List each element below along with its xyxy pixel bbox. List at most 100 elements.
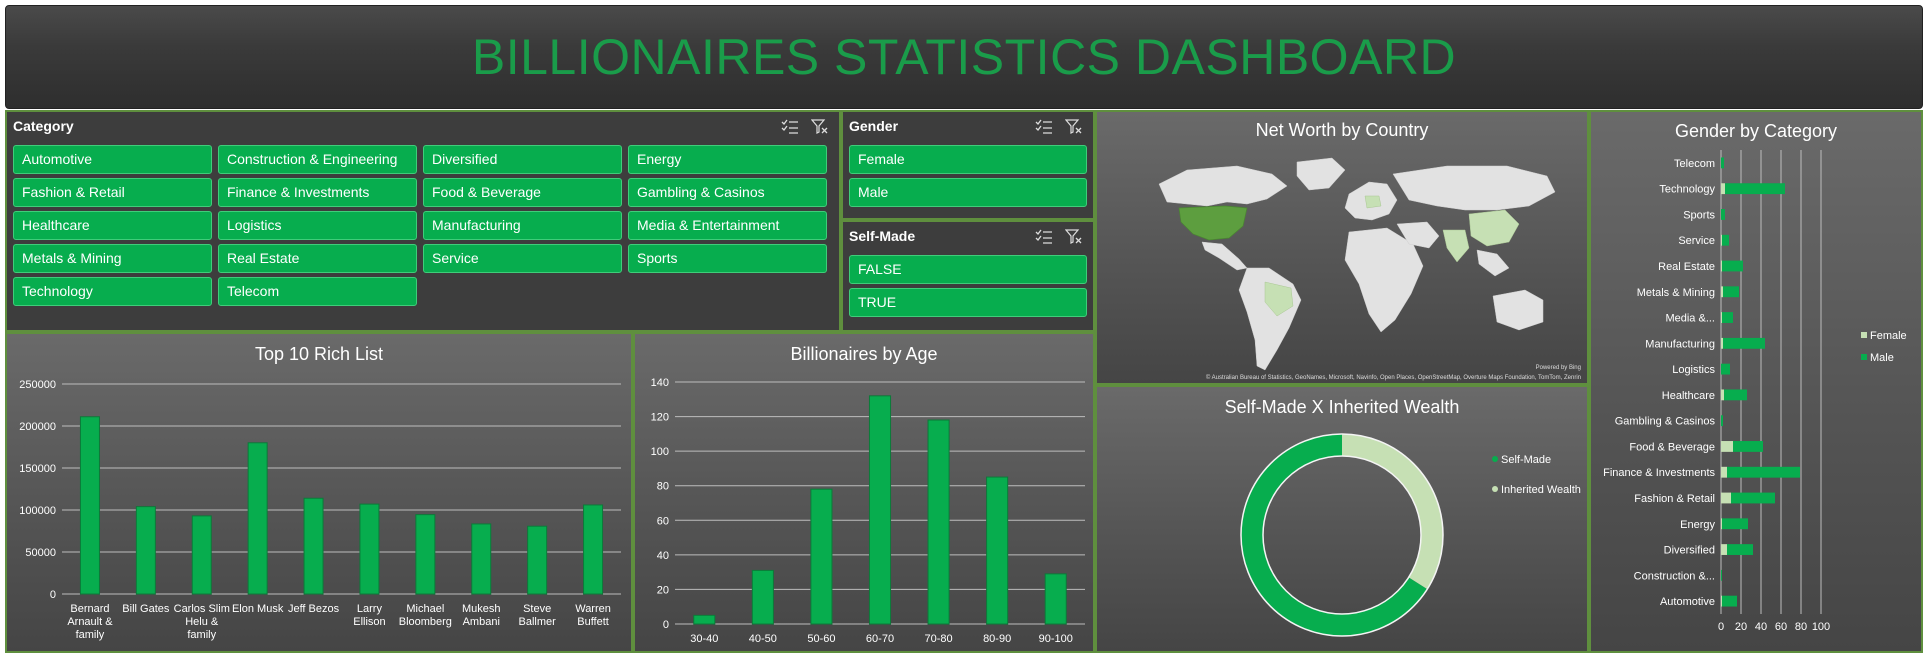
category-item-diversified[interactable]: Diversified: [423, 145, 622, 174]
bar-female-service[interactable]: [1721, 234, 1722, 246]
bar-mukesh-ambani[interactable]: [471, 523, 492, 595]
selfmade-item-true[interactable]: TRUE: [849, 288, 1087, 317]
category-item-technology[interactable]: Technology: [13, 277, 212, 306]
multi-select-icon[interactable]: [1035, 229, 1053, 245]
bar-male-service[interactable]: [1722, 234, 1729, 246]
clear-filter-icon[interactable]: [1065, 119, 1083, 135]
bar-70-80[interactable]: [927, 419, 950, 625]
map-region-usa: [1178, 205, 1248, 241]
y-tick-label: 150000: [19, 463, 56, 475]
y-tick-label: Logistics: [1672, 364, 1715, 376]
category-item-sports[interactable]: Sports: [628, 244, 827, 273]
bar-male-finance-investments[interactable]: [1727, 466, 1800, 478]
bar-female-technology[interactable]: [1721, 183, 1725, 195]
bar-male-food-beverage[interactable]: [1733, 441, 1763, 452]
bar-male-automotive[interactable]: [1722, 595, 1737, 607]
bar-female-media[interactable]: [1721, 312, 1722, 323]
bar-male-construction[interactable]: [1721, 569, 1722, 581]
donut-slice-self-made[interactable]: [1241, 434, 1428, 636]
bar-female-metals-mining[interactable]: [1721, 286, 1723, 298]
bar-male-fashion-retail[interactable]: [1731, 492, 1775, 504]
donut-slice-inherited-wealth[interactable]: [1341, 434, 1443, 590]
y-tick-label: 40: [657, 550, 669, 562]
bar-bill-gates[interactable]: [135, 506, 156, 595]
category-item-automotive[interactable]: Automotive: [13, 145, 212, 174]
x-tick-label: Bill Gates: [122, 603, 170, 615]
category-item-manufacturing[interactable]: Manufacturing: [423, 211, 622, 240]
x-tick-label: 40: [1755, 621, 1767, 633]
category-item-energy[interactable]: Energy: [628, 145, 827, 174]
category-item-metals-mining[interactable]: Metals & Mining: [13, 244, 212, 273]
bar-male-metals-mining[interactable]: [1723, 286, 1739, 298]
bar-male-media[interactable]: [1722, 312, 1733, 323]
bar-male-energy[interactable]: [1722, 518, 1748, 530]
category-item-logistics[interactable]: Logistics: [218, 211, 417, 240]
bar-warren-buffett[interactable]: [583, 504, 604, 595]
bar-male-real-estate[interactable]: [1722, 260, 1743, 272]
legend-swatch: [1861, 332, 1867, 338]
y-tick-label: 100: [651, 446, 669, 458]
bar-male-gambling-casinos[interactable]: [1721, 415, 1723, 427]
bar-60-70[interactable]: [868, 395, 892, 625]
bar-50-60[interactable]: [810, 488, 833, 625]
map-attribution: © Australian Bureau of Statistics, GeoNa…: [1206, 374, 1581, 381]
x-tick-label: Elon Musk: [232, 603, 284, 615]
gender-item-male[interactable]: Male: [849, 178, 1087, 207]
bar-bernard-arnault-family[interactable]: [79, 416, 100, 595]
category-item-fashion-retail[interactable]: Fashion & Retail: [13, 178, 212, 207]
bar-80-90[interactable]: [986, 476, 1009, 625]
category-item-real-estate[interactable]: Real Estate: [218, 244, 417, 273]
top10-panel: Top 10 Rich List 0 50000 100000 150000 200000…: [5, 332, 633, 653]
bar-male-logistics[interactable]: [1721, 363, 1730, 375]
y-tick-label: 250000: [19, 379, 56, 391]
bar-90-100[interactable]: [1044, 573, 1067, 625]
bar-male-technology[interactable]: [1725, 183, 1785, 195]
bar-steve-ballmer[interactable]: [527, 525, 548, 595]
bar-female-diversified[interactable]: [1721, 544, 1727, 555]
clear-filter-icon[interactable]: [1065, 229, 1083, 245]
bar-female-energy[interactable]: [1721, 518, 1722, 530]
bar-40-50[interactable]: [751, 569, 774, 625]
category-item-healthcare[interactable]: Healthcare: [13, 211, 212, 240]
bar-30-40[interactable]: [693, 614, 716, 625]
bar-male-manufacturing[interactable]: [1723, 337, 1765, 349]
bar-jeff-bezos[interactable]: [303, 497, 324, 595]
bar-female-healthcare[interactable]: [1721, 389, 1724, 401]
bar-larry-ellison[interactable]: [359, 503, 380, 595]
gender-item-female[interactable]: Female: [849, 145, 1087, 174]
x-tick-label: 100: [1812, 621, 1830, 633]
category-item-service[interactable]: Service: [423, 244, 622, 273]
y-tick-label: Fashion & Retail: [1634, 493, 1715, 505]
clear-filter-icon[interactable]: [811, 119, 829, 135]
bar-female-real-estate[interactable]: [1721, 260, 1722, 272]
chart-title: Gender by Category: [1675, 121, 1837, 141]
category-item-media-entertainment[interactable]: Media & Entertainment: [628, 211, 827, 240]
bar-male-diversified[interactable]: [1727, 544, 1753, 555]
category-item-finance-investments[interactable]: Finance & Investments: [218, 178, 417, 207]
category-item-food-beverage[interactable]: Food & Beverage: [423, 178, 622, 207]
map-region-africa: [1344, 227, 1424, 333]
bar-female-food-beverage[interactable]: [1721, 441, 1733, 452]
bar-female-finance-investments[interactable]: [1721, 466, 1727, 478]
bar-male-healthcare[interactable]: [1724, 389, 1747, 401]
bar-carlos-slim-helu-family[interactable]: [191, 515, 212, 595]
bar-female-automotive[interactable]: [1721, 595, 1722, 607]
category-item-telecom[interactable]: Telecom: [218, 277, 417, 306]
bar-michael-bloomberg[interactable]: [415, 514, 436, 595]
world-map[interactable]: Powered by Bing © Australian Bureau of S…: [1097, 144, 1587, 384]
selfmade-item-false[interactable]: FALSE: [849, 255, 1087, 284]
multi-select-icon[interactable]: [781, 119, 799, 135]
bar-elon-musk[interactable]: [247, 442, 268, 595]
multi-select-icon[interactable]: [1035, 119, 1053, 135]
dashboard-title: BILLIONAIRES STATISTICS DASHBOARD: [471, 29, 1457, 85]
bar-female-fashion-retail[interactable]: [1721, 492, 1731, 504]
y-tick-label: 200000: [19, 421, 56, 433]
bar-male-sports[interactable]: [1721, 209, 1725, 220]
map-region-india: [1442, 229, 1470, 263]
bar-male-telecom[interactable]: [1721, 157, 1724, 169]
bar-female-manufacturing[interactable]: [1721, 337, 1723, 349]
category-item-gambling-casinos[interactable]: Gambling & Casinos: [628, 178, 827, 207]
net-worth-map-panel: Net Worth by Country: [1095, 110, 1589, 385]
map-title: Net Worth by Country: [1255, 120, 1429, 140]
category-item-construction-engineering[interactable]: Construction & Engineering: [218, 145, 417, 174]
